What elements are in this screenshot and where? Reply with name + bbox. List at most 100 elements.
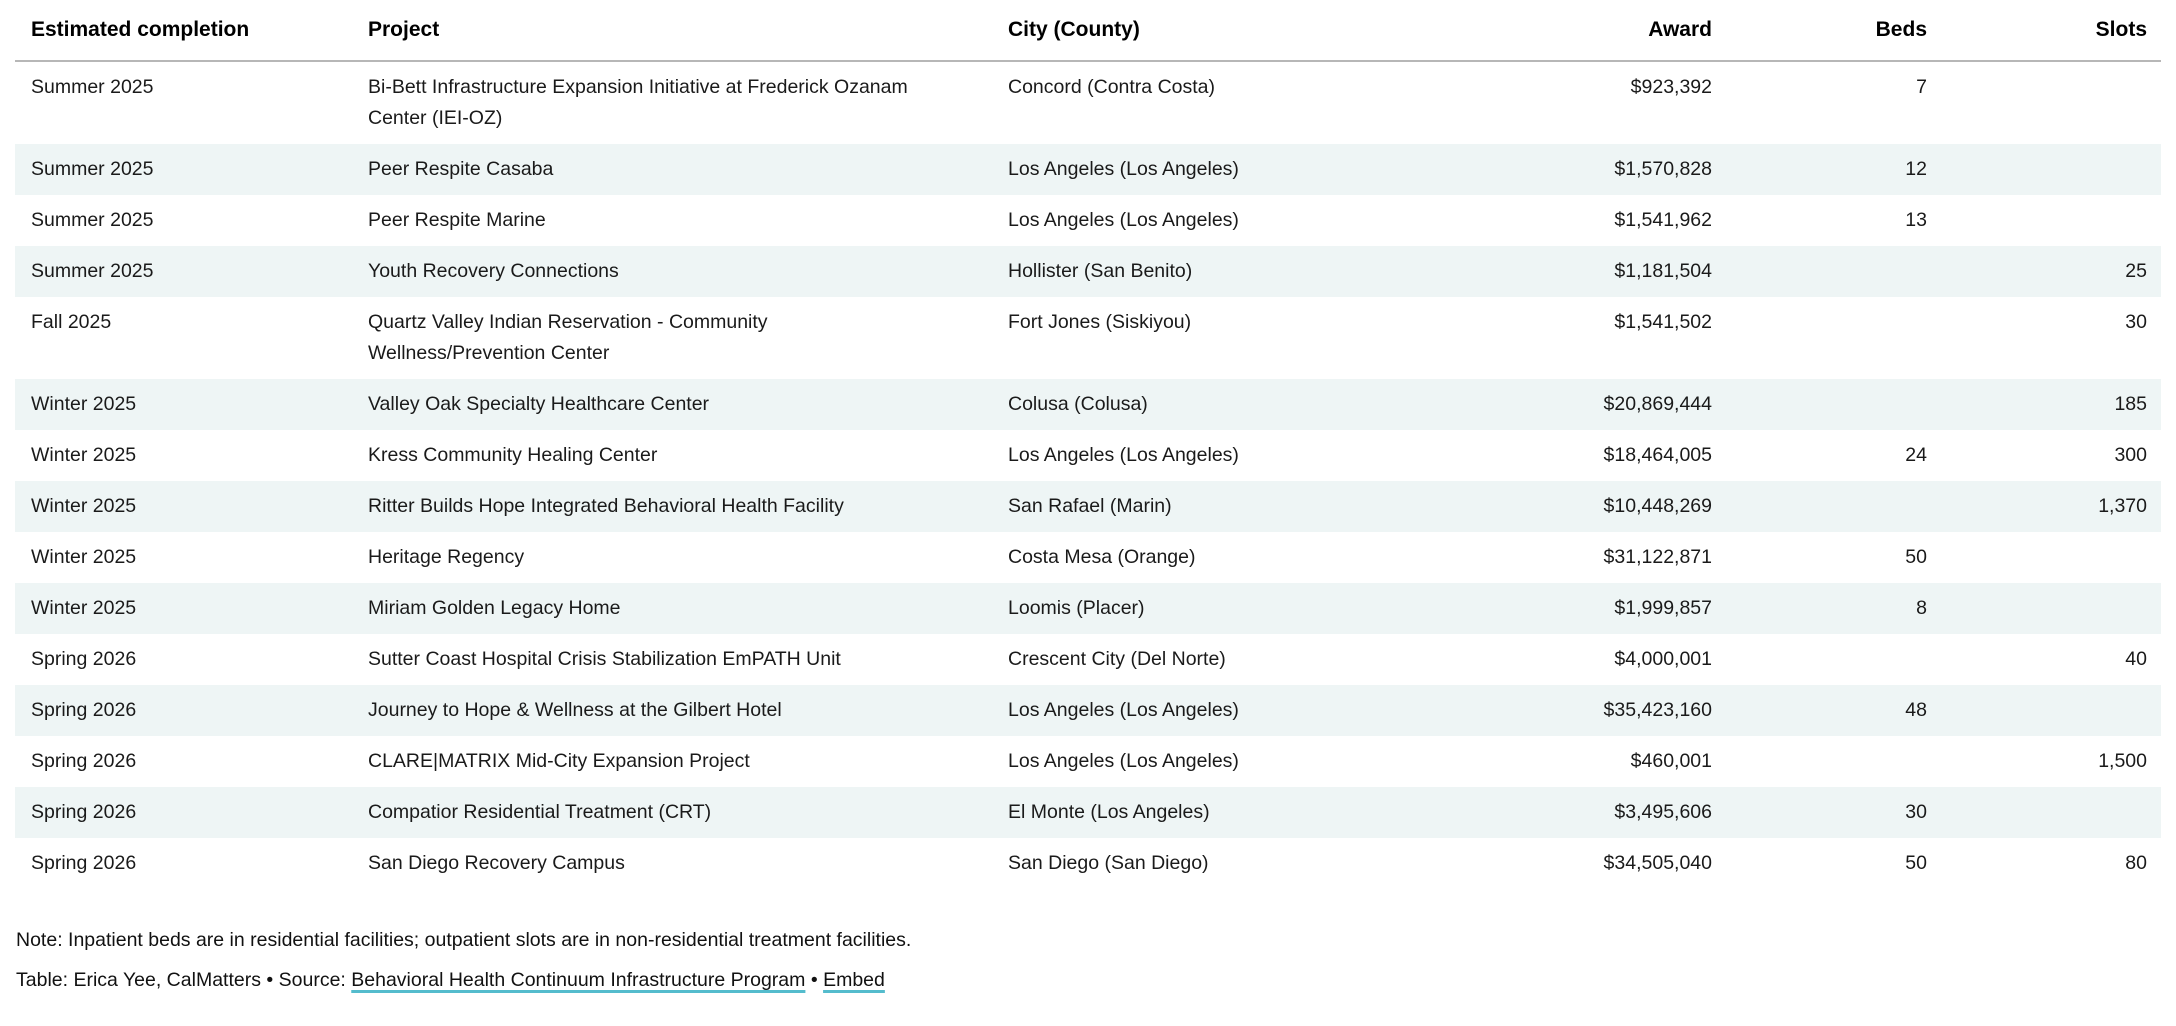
table-row: Winter 2025 Kress Community Healing Cente… <box>15 430 2161 481</box>
table-cell: Costa Mesa (Orange) <box>1008 546 1196 568</box>
table-cell: Loomis (Placer) <box>1008 597 1145 619</box>
source-link[interactable]: Behavioral Health Continuum Infrastructu… <box>351 969 806 991</box>
column-header-city-county: City (County) <box>1008 6 1453 62</box>
table-row: Spring 2026 Sutter Coast Hospital Crisis … <box>15 634 2161 685</box>
table-cell: $1,570,828 <box>1614 158 1712 180</box>
table-cell: $20,869,444 <box>1603 393 1712 415</box>
table-cell: Colusa (Colusa) <box>1008 393 1148 415</box>
table-cell: Spring 2026 <box>31 648 137 670</box>
table-cell: Los Angeles (Los Angeles) <box>1008 750 1239 772</box>
table-cell: $1,541,502 <box>1614 311 1712 333</box>
table-cell: San Diego (San Diego) <box>1008 852 1209 874</box>
table-cell: $18,464,005 <box>1603 444 1712 466</box>
table-row: Winter 2025 Miriam Golden Legacy Home Loom… <box>15 583 2161 634</box>
table-cell: Winter 2025 <box>31 546 137 568</box>
table-row: Summer 2025 Bi-Bett Infrastructure Expans… <box>15 61 2161 144</box>
footer-note: Note: Inpatient beds are in residential … <box>16 929 912 951</box>
table-cell: Youth Recovery Connections <box>368 260 619 282</box>
table-container: Estimated completion Project City (County)… <box>15 6 2161 995</box>
table-cell <box>1927 532 2161 583</box>
column-header-estimated-completion: Estimated completion <box>15 6 368 62</box>
table-cell: San Rafael (Marin) <box>1008 495 1172 517</box>
embed-link[interactable]: Embed <box>823 969 885 991</box>
table-row: Spring 2026 Journey to Hope & Wellness at… <box>15 685 2161 736</box>
table-cell: Journey to Hope & Wellness at the Gilber… <box>368 699 782 721</box>
table-row: Spring 2026 San Diego Recovery Campus San … <box>15 838 2161 889</box>
table-cell: $923,392 <box>1630 76 1712 98</box>
table-cell: 50 <box>1905 852 1927 874</box>
table-cell: 25 <box>2125 260 2147 282</box>
table-row: Spring 2026 Compatior Residential Treatme… <box>15 787 2161 838</box>
table-cell: $31,122,871 <box>1603 546 1712 568</box>
header-row: Estimated completion Project City (County)… <box>15 6 2161 62</box>
separator-dot: • <box>266 969 274 991</box>
table-cell: Summer 2025 <box>31 76 154 98</box>
table-row: Winter 2025 Heritage Regency Costa Mesa (O… <box>15 532 2161 583</box>
table-cell: Heritage Regency <box>368 546 525 568</box>
table-cell: Los Angeles (Los Angeles) <box>1008 158 1239 180</box>
table-cell: Summer 2025 <box>31 209 154 231</box>
table-cell: $34,505,040 <box>1603 852 1712 874</box>
table-cell <box>1712 297 1927 379</box>
table-cell: Compatior Residential Treatment (CRT) <box>368 801 712 823</box>
table-cell: $1,541,962 <box>1614 209 1712 231</box>
table-cell: Peer Respite Casaba <box>368 158 554 180</box>
table-cell: $1,181,504 <box>1614 260 1712 282</box>
table-cell: Ritter Builds Hope Integrated Behavioral… <box>368 495 844 517</box>
table-cell: 1,500 <box>2098 750 2147 772</box>
table-cell: Crescent City (Del Norte) <box>1008 648 1226 670</box>
column-header-beds: Beds <box>1712 6 1927 62</box>
table-cell: Los Angeles (Los Angeles) <box>1008 699 1239 721</box>
table-cell: Los Angeles (Los Angeles) <box>1008 444 1239 466</box>
table-cell: 1,370 <box>2098 495 2147 517</box>
table-row: Summer 2025 Peer Respite Casaba Los Angele… <box>15 144 2161 195</box>
table-cell: Peer Respite Marine <box>368 209 546 231</box>
table-cell: 24 <box>1905 444 1927 466</box>
column-header-award: Award <box>1453 6 1712 62</box>
table-cell: 13 <box>1905 209 1927 231</box>
table-cell: El Monte (Los Angeles) <box>1008 801 1210 823</box>
table-cell <box>1927 61 2161 144</box>
table-cell: Bi-Bett Infrastructure Expansion Initiat… <box>368 76 908 129</box>
table-footer: Note: Inpatient beds are in residential … <box>16 925 2161 995</box>
table-cell <box>1712 634 1927 685</box>
table-cell: Spring 2026 <box>31 699 137 721</box>
table-cell: Hollister (San Benito) <box>1008 260 1193 282</box>
credit-line: Table: Erica Yee, CalMatters • Source: B… <box>16 965 2161 995</box>
table-cell: 8 <box>1916 597 1927 619</box>
table-cell: Winter 2025 <box>31 495 137 517</box>
table-cell <box>1712 481 1927 532</box>
table-row: Summer 2025 Youth Recovery Connections Hol… <box>15 246 2161 297</box>
table-cell: Spring 2026 <box>31 801 137 823</box>
table-row: Summer 2025 Peer Respite Marine Los Angele… <box>15 195 2161 246</box>
table-cell: Fall 2025 <box>31 311 112 333</box>
table-cell: Kress Community Healing Center <box>368 444 658 466</box>
table-cell: 300 <box>2114 444 2147 466</box>
table-cell: Winter 2025 <box>31 444 137 466</box>
table-cell: 48 <box>1905 699 1927 721</box>
table-cell: Winter 2025 <box>31 597 137 619</box>
table-cell: 30 <box>1905 801 1927 823</box>
table-cell <box>1712 379 1927 430</box>
source-label: Source: <box>278 969 346 991</box>
table-header: Estimated completion Project City (County)… <box>15 6 2161 62</box>
table-cell: Summer 2025 <box>31 158 154 180</box>
table-cell: 30 <box>2125 311 2147 333</box>
table-cell: Sutter Coast Hospital Crisis Stabilizati… <box>368 648 841 670</box>
column-header-project: Project <box>368 6 1008 62</box>
separator-dot: • <box>810 969 818 991</box>
table-cell: Winter 2025 <box>31 393 137 415</box>
table-cell: Los Angeles (Los Angeles) <box>1008 209 1239 231</box>
table-cell: 12 <box>1905 158 1927 180</box>
table-cell <box>1927 685 2161 736</box>
table-cell: $1,999,857 <box>1614 597 1712 619</box>
table-cell: 40 <box>2125 648 2147 670</box>
table-row: Fall 2025 Quartz Valley Indian Reservatio… <box>15 297 2161 379</box>
table-cell: $10,448,269 <box>1603 495 1712 517</box>
table-cell: 185 <box>2114 393 2147 415</box>
table-cell: $4,000,001 <box>1614 648 1712 670</box>
projects-table: Estimated completion Project City (County)… <box>15 6 2161 889</box>
table-cell <box>1927 787 2161 838</box>
table-row: Winter 2025 Ritter Builds Hope Integrated… <box>15 481 2161 532</box>
table-cell: 80 <box>2125 852 2147 874</box>
